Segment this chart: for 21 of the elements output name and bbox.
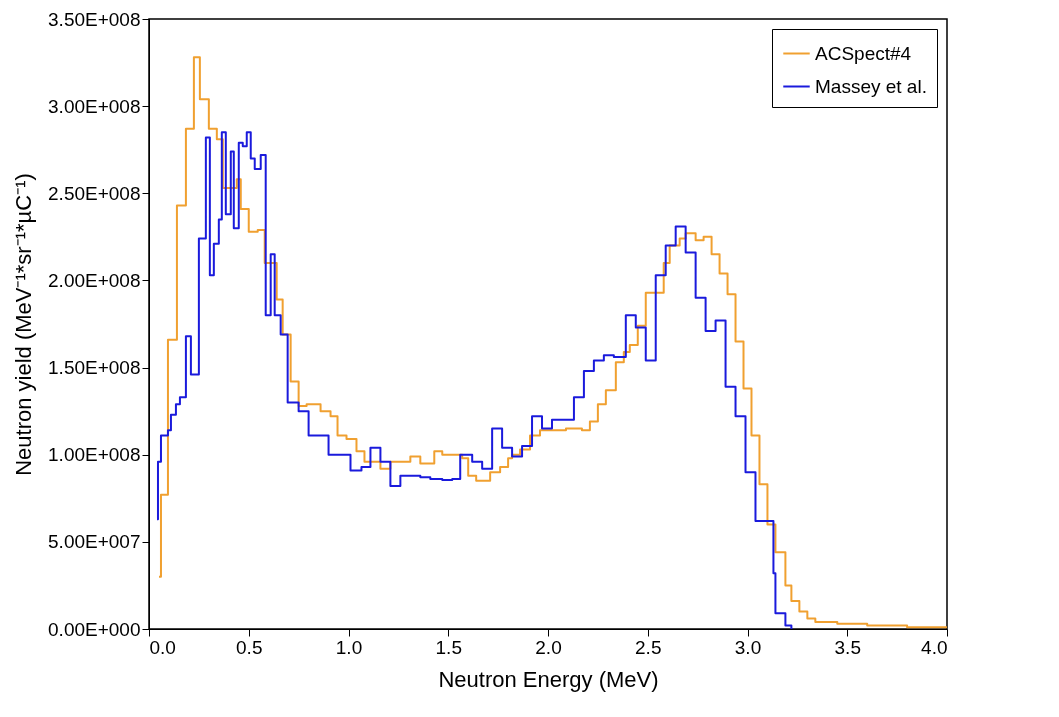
x-tick-label: 4.0 (921, 636, 948, 658)
y-tick-label: 3.50E+008 (48, 8, 141, 30)
y-tick-label: 0.00E+000 (48, 618, 141, 640)
x-tick-label: 2.5 (635, 636, 662, 658)
y-axis-title: Neutron yield (MeV⁻¹*sr⁻¹*µC⁻¹) (11, 173, 37, 476)
x-axis-title: Neutron Energy (MeV) (438, 666, 659, 692)
y-tick-label: 3.00E+008 (48, 95, 141, 117)
y-tick-label: 5.00E+007 (48, 531, 141, 553)
x-tick-label: 0.5 (236, 636, 263, 658)
x-tick-label: 0.0 (149, 636, 176, 658)
x-tick-label: 1.0 (335, 636, 363, 658)
y-tick-label: 1.00E+008 (48, 444, 141, 466)
x-tick-label: 3.5 (834, 636, 861, 658)
legend-label: ACSpect#4 (815, 42, 912, 64)
x-tick-label: 3.0 (734, 636, 762, 658)
y-tick-label: 1.50E+008 (48, 357, 141, 379)
y-tick-label: 2.50E+008 (48, 182, 141, 204)
legend-label: Massey et al. (815, 75, 927, 97)
x-tick-label: 2.0 (535, 636, 562, 658)
x-tick-label: 1.5 (435, 636, 462, 658)
y-tick-label: 2.00E+008 (48, 269, 141, 291)
